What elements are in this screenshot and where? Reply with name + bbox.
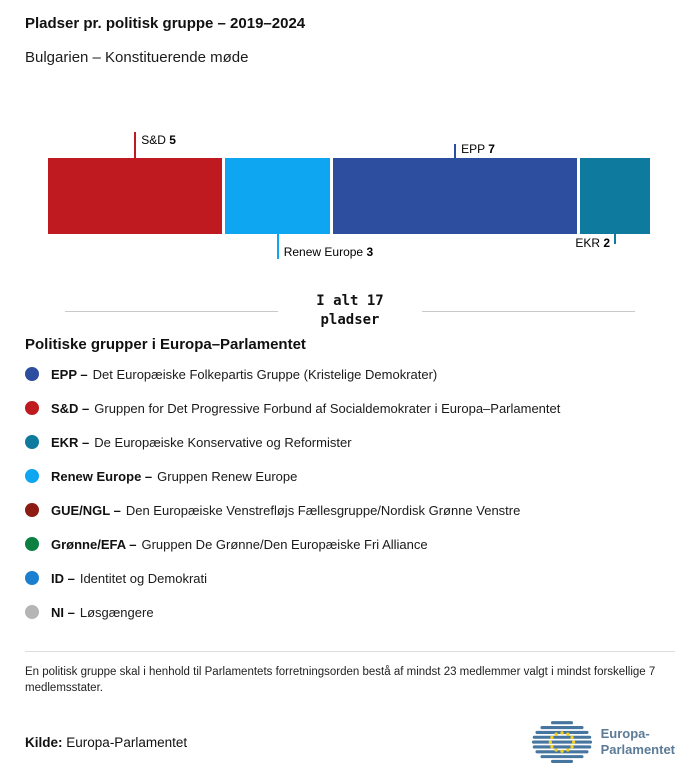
group-desc: De Europæiske Konservative og Reformiste… [94,434,352,450]
legend-item-id: ID – Identitet og Demokrati [25,561,675,595]
total-seats-label: I alt 17 pladser [316,293,384,328]
stacked-bar: S&D 5 Renew Europe 3 EPP 7 EKR 2 [48,132,650,259]
segment-name: EKR [575,236,601,250]
group-abbr: Grønne/EFA – [51,536,137,552]
group-abbr: Renew Europe – [51,468,153,484]
segment-value: 5 [169,133,176,147]
bar-segment-epp: EPP 7 [333,142,578,234]
group-abbr: S&D – [51,400,90,416]
legend-item-guengl: GUE/NGL – Den Europæiske Venstrefløjs Fæ… [25,493,675,527]
legend-item-renew: Renew Europe – Gruppen Renew Europe [25,459,675,493]
segment-value: 3 [366,245,374,259]
segment-value: 7 [488,142,495,156]
segment-name: EPP [461,142,485,156]
legend-item-sd: S&D – Gruppen for Det Progressive Forbun… [25,391,675,425]
group-desc: Gruppen Renew Europe [157,468,298,484]
group-color-dot [25,503,39,517]
callout-label-ekr: EKR 2 [575,236,610,250]
legend-item-groenne-efa: Grønne/EFA – Gruppen De Grønne/Den Europ… [25,527,675,561]
ep-logo-text: Europa- Parlamentet [600,726,675,757]
group-color-dot [25,401,39,415]
total-seats: I alt 17 pladser [65,292,635,330]
bar-segment-renew: Renew Europe 3 [225,158,373,259]
group-color-dot [25,537,39,551]
segment-name: Renew Europe [283,245,364,259]
group-desc: Identitet og Demokrati [79,570,208,586]
segment-value: 2 [603,236,611,250]
group-desc: Det Europæiske Folkepartis Gruppe (Krist… [92,366,438,382]
group-desc: Løsgængere [79,604,154,620]
group-color-dot [25,571,39,585]
group-abbr: EKR – [51,434,90,450]
callout-tick-renew [276,234,279,259]
callout-label-epp: EPP 7 [461,142,495,156]
seats-chart: S&D 5 Renew Europe 3 EPP 7 EKR 2 [48,132,650,259]
legend-list: EPP – Det Europæiske Folkepartis Gruppe … [25,357,675,629]
group-desc: Gruppen for Det Progressive Forbund af S… [94,400,561,416]
source-value: Europa-Parlamentet [66,734,188,750]
total-rule-left [65,310,279,312]
total-rule-right [421,310,635,312]
callout-tick-ekr [614,234,617,244]
source: Kilde: Europa-Parlamentet [25,735,187,750]
group-abbr: ID – [51,570,75,586]
group-abbr: GUE/NGL – [51,502,121,518]
page-subtitle: Bulgarien – Konstituerende møde [25,49,249,66]
ep-logo: Europa- Parlamentet [531,720,675,764]
group-desc: Den Europæiske Venstrefløjs Fællesgruppe… [125,502,521,518]
legend-item-ni: NI – Løsgængere [25,595,675,629]
group-color-dot [25,435,39,449]
divider [25,651,675,652]
page-title: Pladser pr. politisk gruppe – 2019–2024 [25,15,306,32]
group-abbr: NI – [51,604,75,620]
segment-name: S&D [141,133,166,147]
callout-tick-sd [134,132,137,158]
callout-label-renew: Renew Europe 3 [284,245,373,259]
bar-segment-ekr: EKR 2 [575,158,650,250]
bar-segment-sd: S&D 5 [48,132,223,234]
callout-label-sd: S&D 5 [141,133,176,147]
group-color-dot [25,605,39,619]
ep-flag-icon [531,721,592,764]
group-desc: Gruppen De Grønne/Den Europæiske Fri All… [141,536,428,552]
group-abbr: EPP – [51,366,88,382]
callout-tick-epp [454,144,457,158]
legend-item-epp: EPP – Det Europæiske Folkepartis Gruppe … [25,357,675,391]
group-color-dot [25,469,39,483]
legend-heading: Politiske grupper i Europa–Parlamentet [25,336,306,353]
group-color-dot [25,367,39,381]
footnote: En politisk gruppe skal i henhold til Pa… [25,666,656,694]
legend-item-ekr: EKR – De Europæiske Konservative og Refo… [25,425,675,459]
footer: Kilde: Europa-Parlamentet [25,720,675,764]
source-label: Kilde: [25,734,63,750]
